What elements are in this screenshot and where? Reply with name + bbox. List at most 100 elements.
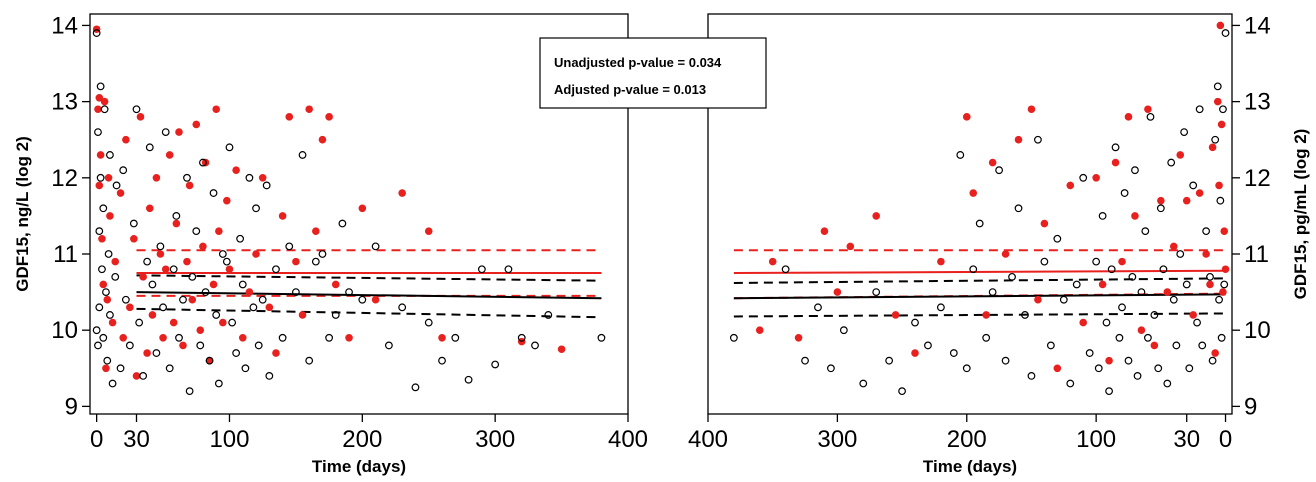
left-x-tick-label: 0 bbox=[90, 426, 103, 453]
right-point-black bbox=[1111, 143, 1120, 152]
right-point-black bbox=[1079, 173, 1088, 182]
right-point-black bbox=[1154, 364, 1163, 373]
left-point-black bbox=[99, 333, 108, 342]
left-x-tick-label: 300 bbox=[475, 426, 515, 453]
left-point-red bbox=[331, 280, 340, 289]
right-point-black bbox=[1182, 280, 1191, 289]
left-point-black bbox=[161, 128, 170, 136]
left-point-red bbox=[192, 120, 201, 129]
right-point-red bbox=[1124, 113, 1133, 121]
left-point-red bbox=[122, 135, 130, 144]
right-point-red bbox=[768, 257, 777, 266]
left-point-red bbox=[136, 113, 145, 121]
left-trend-line-5 bbox=[136, 307, 602, 319]
left-point-black bbox=[94, 128, 102, 136]
right-trend-line-4 bbox=[733, 277, 1226, 284]
left-point-black bbox=[100, 105, 109, 114]
left-y-tick-label: 12 bbox=[51, 165, 78, 192]
left-point-red bbox=[95, 181, 104, 190]
left-point-black bbox=[305, 356, 314, 365]
left-point-red bbox=[104, 174, 113, 182]
right-point-red bbox=[962, 113, 971, 121]
right-point-red bbox=[1211, 349, 1219, 357]
annotation-box bbox=[539, 37, 767, 109]
p-value-annotation: Unadjusted p-value = 0.034 Adjusted p-va… bbox=[539, 37, 767, 109]
left-point-black bbox=[199, 158, 207, 167]
right-x-tick-label: 300 bbox=[817, 426, 857, 453]
left-point-red bbox=[252, 250, 260, 258]
left-point-black bbox=[438, 356, 446, 365]
right-point-black bbox=[1105, 387, 1113, 396]
right-point-red bbox=[1182, 196, 1191, 205]
left-point-red bbox=[143, 349, 151, 357]
right-point-black bbox=[1217, 333, 1226, 342]
right-point-black bbox=[1008, 272, 1016, 281]
left-point-black bbox=[201, 288, 210, 296]
left-point-red bbox=[111, 257, 120, 266]
right-point-red bbox=[1176, 151, 1185, 159]
left-point-black bbox=[98, 265, 106, 274]
right-point-black bbox=[1092, 257, 1101, 266]
right-point-black bbox=[814, 303, 822, 312]
right-point-red bbox=[1040, 219, 1049, 228]
right-point-black bbox=[1059, 295, 1068, 304]
right-point-red bbox=[1216, 21, 1225, 30]
right-point-black bbox=[1107, 265, 1116, 274]
right-point-red bbox=[1098, 280, 1107, 289]
left-point-red bbox=[325, 113, 333, 121]
left-point-black bbox=[245, 173, 254, 182]
right-point-black bbox=[872, 288, 881, 296]
right-point-red bbox=[1217, 120, 1226, 129]
right-point-black bbox=[969, 265, 978, 274]
left-point-red bbox=[424, 227, 433, 235]
right-point-black bbox=[962, 364, 971, 373]
left-point-black bbox=[249, 303, 258, 312]
left-point-black bbox=[103, 356, 112, 365]
left-point-red bbox=[358, 204, 367, 213]
left-point-black bbox=[517, 333, 526, 342]
left-point-red bbox=[165, 151, 174, 159]
left-plot-frame bbox=[89, 13, 629, 415]
left-point-red bbox=[106, 212, 114, 220]
left-point-black bbox=[125, 341, 134, 350]
left-y-tick-label: 11 bbox=[53, 241, 78, 268]
right-point-black bbox=[801, 356, 809, 365]
left-point-black bbox=[209, 189, 218, 197]
left-point-black bbox=[262, 181, 271, 190]
left-point-black bbox=[99, 204, 108, 213]
right-x-tick-label: 30 bbox=[1173, 426, 1200, 453]
right-point-black bbox=[1094, 364, 1103, 373]
left-point-black bbox=[214, 379, 223, 388]
left-point-black bbox=[292, 288, 300, 296]
left-point-black bbox=[92, 326, 101, 335]
right-point-black bbox=[1040, 257, 1049, 266]
left-point-red bbox=[179, 341, 187, 350]
left-point-red bbox=[219, 318, 227, 327]
right-point-black bbox=[885, 356, 894, 365]
right-point-red bbox=[1219, 288, 1227, 296]
right-point-black bbox=[1163, 379, 1172, 388]
left-point-black bbox=[531, 341, 539, 350]
right-point-black bbox=[1215, 295, 1223, 304]
left-point-black bbox=[331, 311, 340, 319]
right-point-red bbox=[1169, 242, 1178, 251]
left-point-red bbox=[258, 174, 267, 182]
left-point-red bbox=[130, 234, 138, 243]
right-x-tick-label: 400 bbox=[688, 426, 728, 453]
right-point-black bbox=[956, 151, 965, 159]
left-point-red bbox=[103, 295, 112, 304]
left-point-black bbox=[254, 341, 263, 350]
left-point-black bbox=[318, 250, 327, 258]
left-point-black bbox=[95, 227, 104, 236]
left-point-red bbox=[285, 113, 294, 121]
right-point-red bbox=[1220, 227, 1229, 235]
right-point-black bbox=[1021, 311, 1029, 319]
left-point-red bbox=[183, 257, 191, 266]
left-trend-lines bbox=[136, 249, 602, 319]
left-point-black bbox=[106, 151, 114, 159]
right-point-black bbox=[1085, 349, 1094, 357]
right-point-red bbox=[1206, 280, 1214, 289]
left-point-red bbox=[215, 227, 223, 235]
right-point-black bbox=[859, 379, 868, 388]
